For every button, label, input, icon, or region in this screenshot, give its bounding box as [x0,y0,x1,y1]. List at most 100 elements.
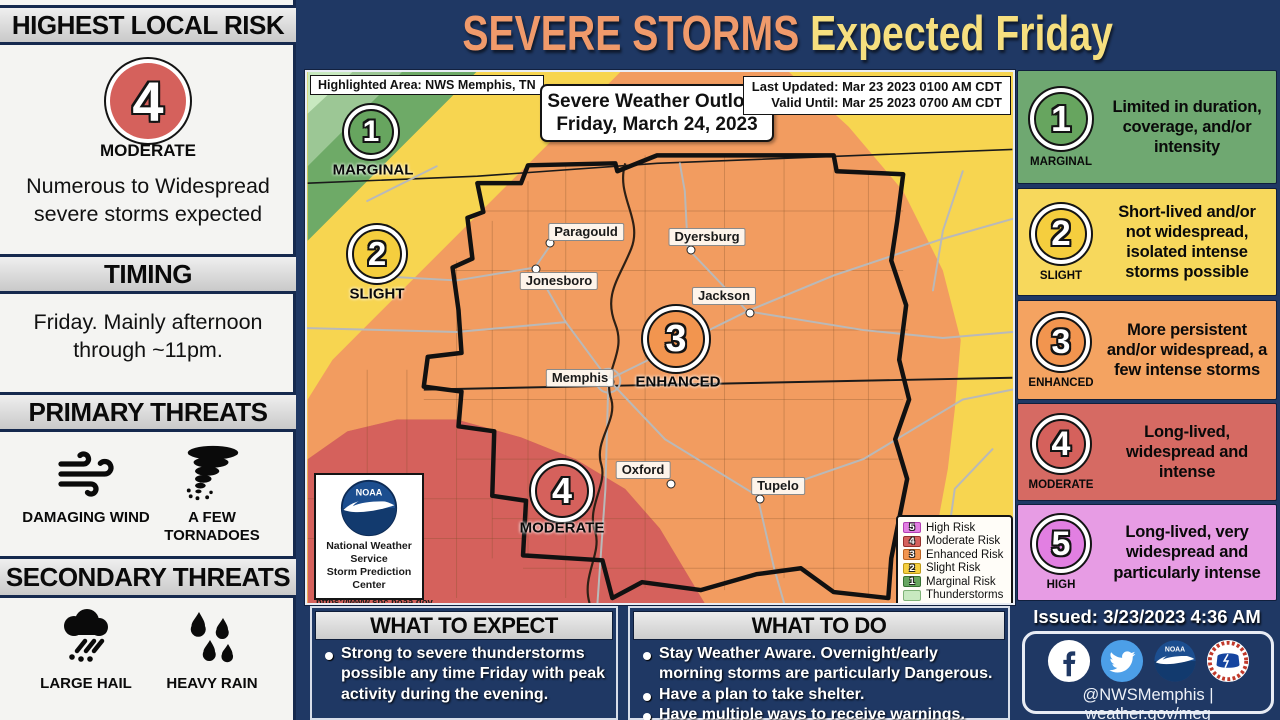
timing-title: TIMING [104,258,193,289]
noaa-icon[interactable]: NOAA [1153,639,1197,683]
threat-tornadoes: A FEW TORNADOES [142,444,282,545]
marker-level: 1 [362,115,380,148]
risk-card-enhanced: 3 ENHANCED More persistent and/or widesp… [1017,300,1277,400]
risk-description: Short-lived and/or not widespread, isola… [1118,202,1256,282]
legend-row: 3 Enhanced Risk [903,548,1006,562]
legend-swatch-thunderstorms [903,589,921,601]
city-dot-jackson [745,308,755,318]
twitter-icon[interactable] [1100,639,1144,683]
risk-scale-badge-4: 4 [1030,413,1092,475]
city-label: Jonesboro [519,272,599,290]
validity-box: Last Updated: Mar 23 2023 0100 AM CDT Va… [742,76,1011,115]
marker-label-enhanced: ENHANCED [635,373,721,391]
list-item: Have a plan to take shelter. [640,685,1000,705]
last-updated: Last Updated: Mar 23 2023 0100 AM CDT [751,79,1002,94]
marker-level: 4 [551,470,573,511]
svg-text:NOAA: NOAA [1164,646,1184,653]
risk-scale-badge-5: 5 [1030,513,1092,575]
local-risk-label: MODERATE [99,141,196,160]
legend-label: Slight Risk [926,562,981,575]
what-to-expect-list: Strong to severe thunderstorms possible … [312,642,616,705]
map-marker-enhanced: 3 [641,304,711,374]
local-risk-badge-4: 4 [104,57,192,145]
risk-level: 2 [1051,214,1071,253]
legend-row: 5 High Risk [903,521,1006,535]
risk-name: SLIGHT [1039,270,1083,282]
city-label: Oxford [615,461,671,479]
what-to-expect-panel: WHAT TO EXPECT Strong to severe thunders… [310,606,618,720]
city-label: Dyersburg [668,228,746,246]
threat-damaging-wind: DAMAGING WIND [16,444,156,527]
map-marker-marginal: 1 [342,103,400,161]
what-to-do-header: WHAT TO DO [633,611,1005,640]
risk-name: MODERATE [1028,479,1094,491]
risk-scale-badge-3: 3 [1030,311,1092,373]
source-org-line2: Storm Prediction Center [326,566,412,592]
primary-threats-header: PRIMARY THREATS [0,392,296,432]
secondary-threats-header: SECONDARY THREATS [0,556,296,598]
list-item: Stay Weather Aware. Overnight/early morn… [640,644,1000,685]
svg-text:NOAA: NOAA [356,487,383,497]
legend-row: 4 Moderate Risk [903,535,1006,549]
risk-description: Long-lived, widespread and intense [1126,422,1248,482]
spc-url-link[interactable]: https://www.spc.noaa.gov [316,596,433,605]
noaa-logo: NOAA [340,479,398,537]
outlook-title-box: Severe Weather Outlook Friday, March 24,… [540,84,774,143]
nws-icon[interactable] [1206,639,1250,683]
legend-row: 1 Marginal Risk [903,575,1006,589]
primary-threats-title: PRIMARY THREATS [28,396,268,427]
tornado-icon [142,444,282,504]
rain-icon [142,608,282,670]
risk-level: 5 [1051,524,1071,563]
marker-label-marginal: MARGINAL [332,161,414,179]
valid-until: Valid Until: Mar 25 2023 0700 AM CDT [771,95,1002,111]
legend-row: 2 Slight Risk [903,562,1006,576]
local-risk-level: 4 [132,69,164,133]
risk-name: MARGINAL [1030,156,1092,168]
threat-label: DAMAGING WIND [22,509,150,526]
map-marker-moderate: 4 [529,458,595,524]
legend-swatch-high: 5 [903,522,921,534]
legend-swatch-moderate: 4 [903,535,921,547]
highest-local-risk-title: HIGHEST LOCAL RISK [11,9,285,40]
city-dot-oxford [666,479,676,489]
legend-label: Marginal Risk [926,575,996,588]
secondary-threats-title: SECONDARY THREATS [5,561,291,592]
spc-source-box: NOAA National Weather Service Storm Pred… [314,473,433,603]
highlighted-area-label: Highlighted Area: NWS Memphis, TN [310,75,544,95]
risk-level: 3 [1051,322,1071,361]
timing-description: Friday. Mainly afternoon through ~11pm. [33,310,263,363]
city-label: Tupelo [751,477,805,495]
threat-heavy-rain: HEAVY RAIN [142,608,282,693]
risk-card-moderate: 4 MODERATE Long-lived, widespread and in… [1017,403,1277,501]
marker-level: 3 [665,317,687,360]
issued-timestamp: Issued: 3/23/2023 4:36 AM [1033,606,1261,627]
risk-name: HIGH [1046,579,1076,591]
risk-level: 1 [1050,98,1072,139]
social-handle[interactable]: @NWSMemphis | weather.gov/meg [1082,686,1214,720]
risk-scale-badge-1: 1 [1028,86,1094,152]
legend-label: Thunderstorms [926,589,1004,602]
outlook-title-line2: Friday, March 24, 2023 [556,114,758,136]
page-title: SEVERE STORMS Expected Friday [296,0,1280,68]
local-risk-description: Numerous to Widespread severe storms exp… [26,174,270,227]
list-item: Have multiple ways to receive warnings. [640,705,1000,720]
risk-card-marginal: 1 MARGINAL Limited in duration, coverage… [1017,70,1277,184]
legend-swatch-enhanced: 3 [903,549,921,561]
risk-legend: 5 High Risk 4 Moderate Risk 3 Enhanced Risk… [896,515,1013,603]
facebook-icon[interactable] [1047,639,1091,683]
source-org-line1: National Weather Service [326,540,412,566]
city-label: Paragould [548,223,624,241]
what-to-expect-header: WHAT TO EXPECT [315,611,613,640]
threat-label: A FEW TORNADOES [164,509,260,544]
legend-label: Moderate Risk [926,535,1001,548]
title-expected-friday: Expected Friday [810,7,1114,61]
hail-icon [16,608,156,670]
highest-local-risk-header: HIGHEST LOCAL RISK [0,5,296,45]
city-label: Memphis [545,369,615,387]
nws-memphis-cwa-outline [421,153,912,601]
social-media-box: NOAA @NWSMemphis | weather.gov/meg [1022,631,1274,720]
risk-description: Long-lived, very widespread and particul… [1113,523,1261,582]
marker-label-moderate: MODERATE [519,519,605,537]
